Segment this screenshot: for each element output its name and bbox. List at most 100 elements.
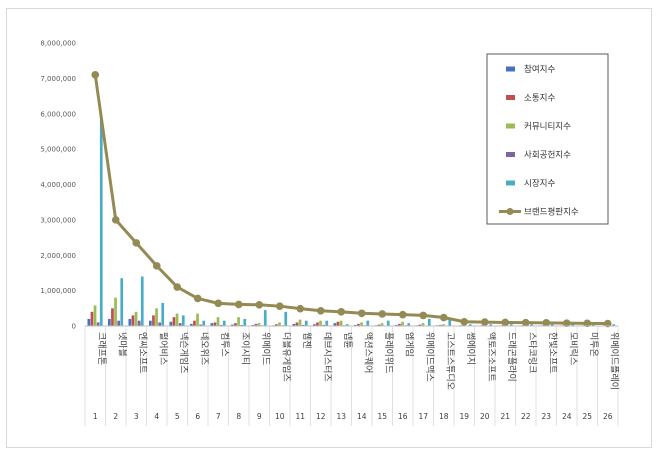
bar-3-9 [257, 323, 261, 326]
category-label-11: 웹젠 [301, 332, 312, 349]
category-label-22: 스타코링크 [526, 332, 538, 373]
rank-label-1: 1 [93, 412, 98, 421]
category-label-9: 위메이드 [260, 332, 271, 365]
legend-swatch-4 [506, 152, 515, 157]
rank-label-21: 21 [500, 412, 510, 421]
bar-1-16 [395, 324, 398, 326]
bar-3-10 [278, 322, 281, 326]
brand-index-point-11 [296, 304, 305, 313]
bar-2-15 [377, 324, 381, 326]
rank-label-25: 25 [582, 412, 592, 421]
bar-5-1 [99, 117, 103, 326]
bar-5-3 [140, 276, 144, 326]
bar-5-26 [612, 324, 616, 326]
brand-index-point-17 [419, 311, 428, 320]
y-tick-label: 3,000,000 [40, 216, 76, 224]
rank-label-24: 24 [562, 412, 572, 421]
rank-label-8: 8 [236, 412, 241, 421]
legend-label-4: 사회공헌지수 [524, 151, 571, 161]
bar-3-1 [93, 305, 97, 326]
legend-box [486, 53, 609, 225]
bar-2-3 [131, 315, 135, 326]
category-label-2: 넷마블 [116, 332, 127, 357]
rank-label-2: 2 [113, 412, 118, 421]
bar-3-14 [360, 322, 363, 326]
category-label-5: 넥슨게임즈 [178, 332, 190, 373]
bar-1-2 [108, 318, 111, 326]
bar-3-17 [421, 323, 425, 326]
legend-swatch-2 [506, 95, 515, 100]
brand-index-point-12 [316, 306, 325, 315]
bar-5-23 [550, 324, 554, 326]
bar-2-5 [172, 317, 176, 326]
bar-3-16 [401, 321, 404, 326]
rank-label-12: 12 [316, 412, 326, 421]
category-label-21: 드래곤플라이 [506, 332, 517, 382]
bar-5-14 [366, 320, 370, 326]
brand-index-point-26 [603, 319, 612, 328]
legend-label-1: 참여지수 [524, 64, 555, 75]
brand-index-point-18 [439, 313, 448, 322]
rank-label-3: 3 [134, 412, 139, 421]
bar-3-13 [339, 320, 343, 326]
bar-1-7 [210, 323, 214, 326]
bar-4-6 [199, 324, 202, 326]
bar-3-11 [298, 319, 302, 326]
brand-index-point-20 [480, 318, 489, 326]
brand-index-point-1 [91, 71, 100, 79]
bar-4-5 [178, 323, 182, 326]
brand-index-point-15 [378, 310, 387, 318]
y-tick-label: 6,000,000 [40, 110, 76, 118]
y-tick-label: 5,000,000 [40, 146, 76, 154]
category-label-4: 펄어비스 [157, 332, 169, 365]
bar-4-2 [117, 320, 120, 326]
legend-label-2: 소통지수 [524, 94, 555, 104]
bar-4-7 [219, 324, 223, 326]
bar-5-8 [243, 318, 247, 326]
y-axis: 0 1,000,000 2,000,000 3,000,000 4,000,000 5,0… [40, 40, 76, 331]
rank-label-20: 20 [480, 412, 490, 421]
bar-2-1 [90, 311, 94, 326]
bar-5-17 [427, 318, 431, 326]
category-label-16: 엠게임 [403, 332, 415, 357]
rank-label-19: 19 [459, 412, 469, 421]
bar-5-15 [386, 320, 390, 326]
y-tick-label: 1,000,000 [40, 287, 76, 295]
bar-4-8 [240, 324, 243, 326]
bar-5-10 [284, 311, 288, 326]
bar-5-16 [407, 323, 411, 326]
rank-label-18: 18 [439, 412, 449, 421]
bar-5-20 [489, 324, 493, 326]
brand-index-point-4 [152, 262, 161, 270]
y-tick-label: 4,000,000 [40, 181, 76, 189]
category-label-6: 네오위즈 [198, 332, 209, 365]
brand-index-point-19 [460, 317, 469, 326]
category-label-3: 엔씨소프트 [137, 332, 148, 373]
legend-swatch-3 [506, 123, 515, 129]
category-label-14: 액션스퀘어 [362, 332, 374, 373]
category-label-12: 데브시스터즈 [321, 332, 332, 382]
x-axis: 크래프톤 1 넷마블 2 엔씨소프트 3 펄어비스 4 넥슨게임즈 5 네오위즈 6 컴투스 7 조이시티 8… [84, 325, 619, 426]
rank-label-26: 26 [603, 412, 613, 421]
bar-3-2 [114, 297, 117, 326]
rank-label-22: 22 [521, 412, 531, 421]
bar-3-15 [380, 323, 384, 326]
bar-3-12 [319, 320, 322, 326]
brand-index-point-16 [398, 310, 407, 319]
bar-4-1 [96, 322, 100, 326]
bar-1-1 [87, 318, 91, 326]
bar-2-12 [316, 322, 319, 326]
bar-5-21 [509, 324, 513, 326]
bar-4-11 [301, 324, 305, 326]
bar-5-19 [468, 324, 472, 326]
brand-index-point-9 [255, 300, 264, 309]
rank-label-16: 16 [398, 412, 408, 421]
rank-label-17: 17 [418, 412, 428, 421]
bar-1-9 [251, 324, 255, 326]
bar-1-12 [313, 324, 316, 326]
brand-index-point-8 [234, 300, 243, 309]
category-label-19: 썸에이지 [465, 332, 476, 365]
bar-3-7 [216, 317, 220, 326]
brand-index-point-7 [214, 299, 223, 308]
